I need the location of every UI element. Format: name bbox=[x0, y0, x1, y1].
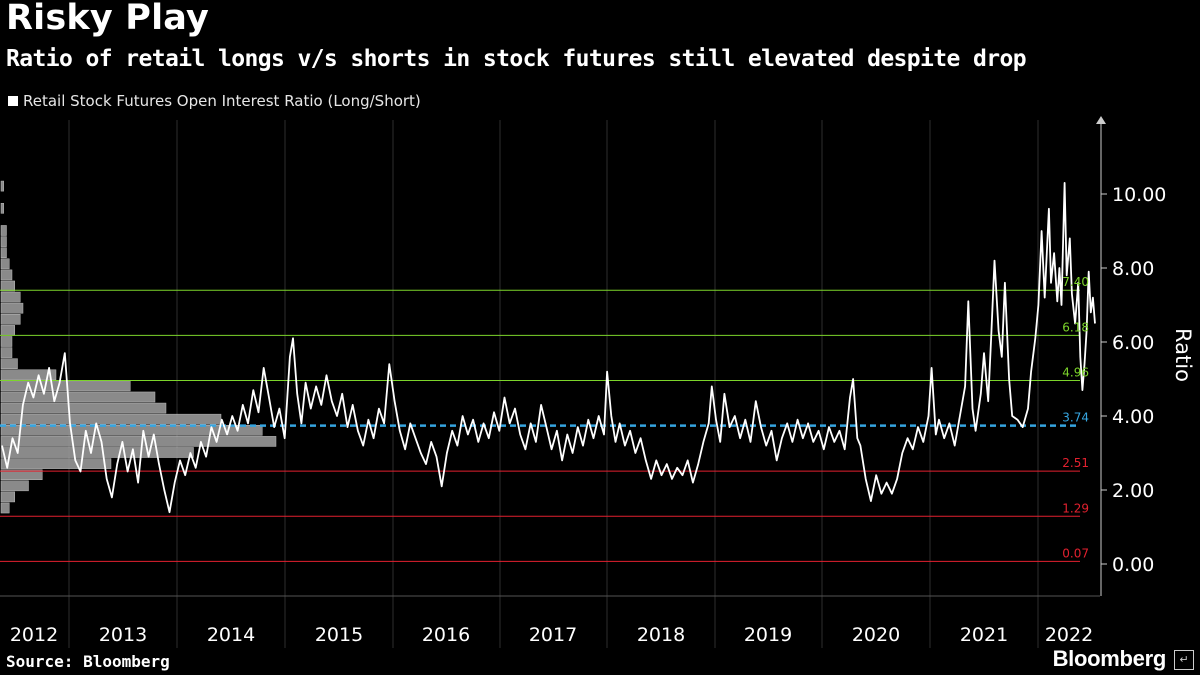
reference-label-4.96: 4.96 bbox=[1062, 365, 1089, 379]
histogram-bar bbox=[0, 402, 167, 414]
histogram-bar bbox=[0, 336, 13, 347]
histogram-bar bbox=[0, 269, 13, 281]
reference-label-7.40: 7.40 bbox=[1062, 275, 1089, 289]
series-line bbox=[1, 181, 1096, 514]
histogram-bar bbox=[0, 413, 222, 425]
x-tick-label: 2018 bbox=[637, 624, 685, 646]
histogram-bar bbox=[0, 291, 21, 303]
x-tick-label: 2022 bbox=[1045, 624, 1093, 646]
histogram-bar bbox=[0, 180, 4, 192]
histogram-bar bbox=[0, 258, 10, 270]
reference-label-2.51: 2.51 bbox=[1062, 456, 1089, 470]
brand-logo: Bloomberg bbox=[1052, 646, 1167, 671]
x-tick-label: 2016 bbox=[422, 624, 470, 646]
reference-label-6.18: 6.18 bbox=[1062, 320, 1089, 334]
histogram-bar bbox=[0, 280, 15, 292]
x-tick-label: 2020 bbox=[852, 624, 900, 646]
histogram-bar bbox=[0, 347, 13, 358]
histogram-bar bbox=[0, 369, 57, 381]
reference-label-1.29: 1.29 bbox=[1062, 501, 1089, 515]
x-tick-label: 2021 bbox=[960, 624, 1008, 646]
histogram-bar bbox=[0, 225, 7, 236]
y-axis-arrow-icon bbox=[1096, 116, 1106, 124]
terminal-icon: ↵ bbox=[1174, 650, 1194, 670]
reference-label-0.07: 0.07 bbox=[1062, 546, 1089, 560]
x-tick-label: 2014 bbox=[207, 624, 255, 646]
y-axis-title: Ratio bbox=[1171, 328, 1195, 382]
legend-swatch bbox=[8, 96, 18, 106]
y-tick-label: 8.00 bbox=[1112, 258, 1154, 280]
histogram-bar bbox=[0, 247, 7, 258]
histogram-bar bbox=[0, 480, 29, 492]
reference-label-3.74: 3.74 bbox=[1062, 411, 1089, 425]
legend: Retail Stock Futures Open Interest Ratio… bbox=[8, 92, 421, 110]
histogram-bar bbox=[0, 302, 24, 314]
histogram-bar bbox=[0, 458, 112, 469]
y-tick-label: 0.00 bbox=[1112, 554, 1154, 576]
histogram-bar bbox=[0, 491, 15, 503]
y-tick-label: 10.00 bbox=[1112, 184, 1166, 206]
histogram-bar bbox=[0, 380, 131, 392]
histogram-bar bbox=[0, 236, 7, 247]
y-tick-label: 2.00 bbox=[1112, 480, 1154, 502]
histogram-bar bbox=[0, 203, 4, 214]
x-tick-label: 2017 bbox=[529, 624, 577, 646]
histogram-bar bbox=[0, 314, 21, 325]
histogram-bar bbox=[0, 358, 18, 369]
x-tick-label: 2013 bbox=[99, 624, 147, 646]
histogram-bar bbox=[0, 391, 156, 403]
legend-label: Retail Stock Futures Open Interest Ratio… bbox=[23, 92, 421, 110]
chart-title: Risky Play bbox=[6, 0, 210, 38]
histogram-bar bbox=[0, 469, 43, 480]
chart-subtitle: Ratio of retail longs v/s shorts in stoc… bbox=[6, 46, 1027, 72]
x-tick-label: 2015 bbox=[315, 624, 363, 646]
y-tick-label: 6.00 bbox=[1112, 332, 1154, 354]
histogram-bar bbox=[0, 502, 10, 514]
x-tick-label: 2012 bbox=[10, 624, 58, 646]
source-note: Source: Bloomberg bbox=[6, 652, 170, 671]
histogram-bar bbox=[0, 325, 15, 336]
histogram-bar bbox=[0, 447, 194, 458]
x-tick-label: 2019 bbox=[744, 624, 792, 646]
y-tick-label: 4.00 bbox=[1112, 406, 1154, 428]
histogram-bar bbox=[0, 436, 277, 447]
